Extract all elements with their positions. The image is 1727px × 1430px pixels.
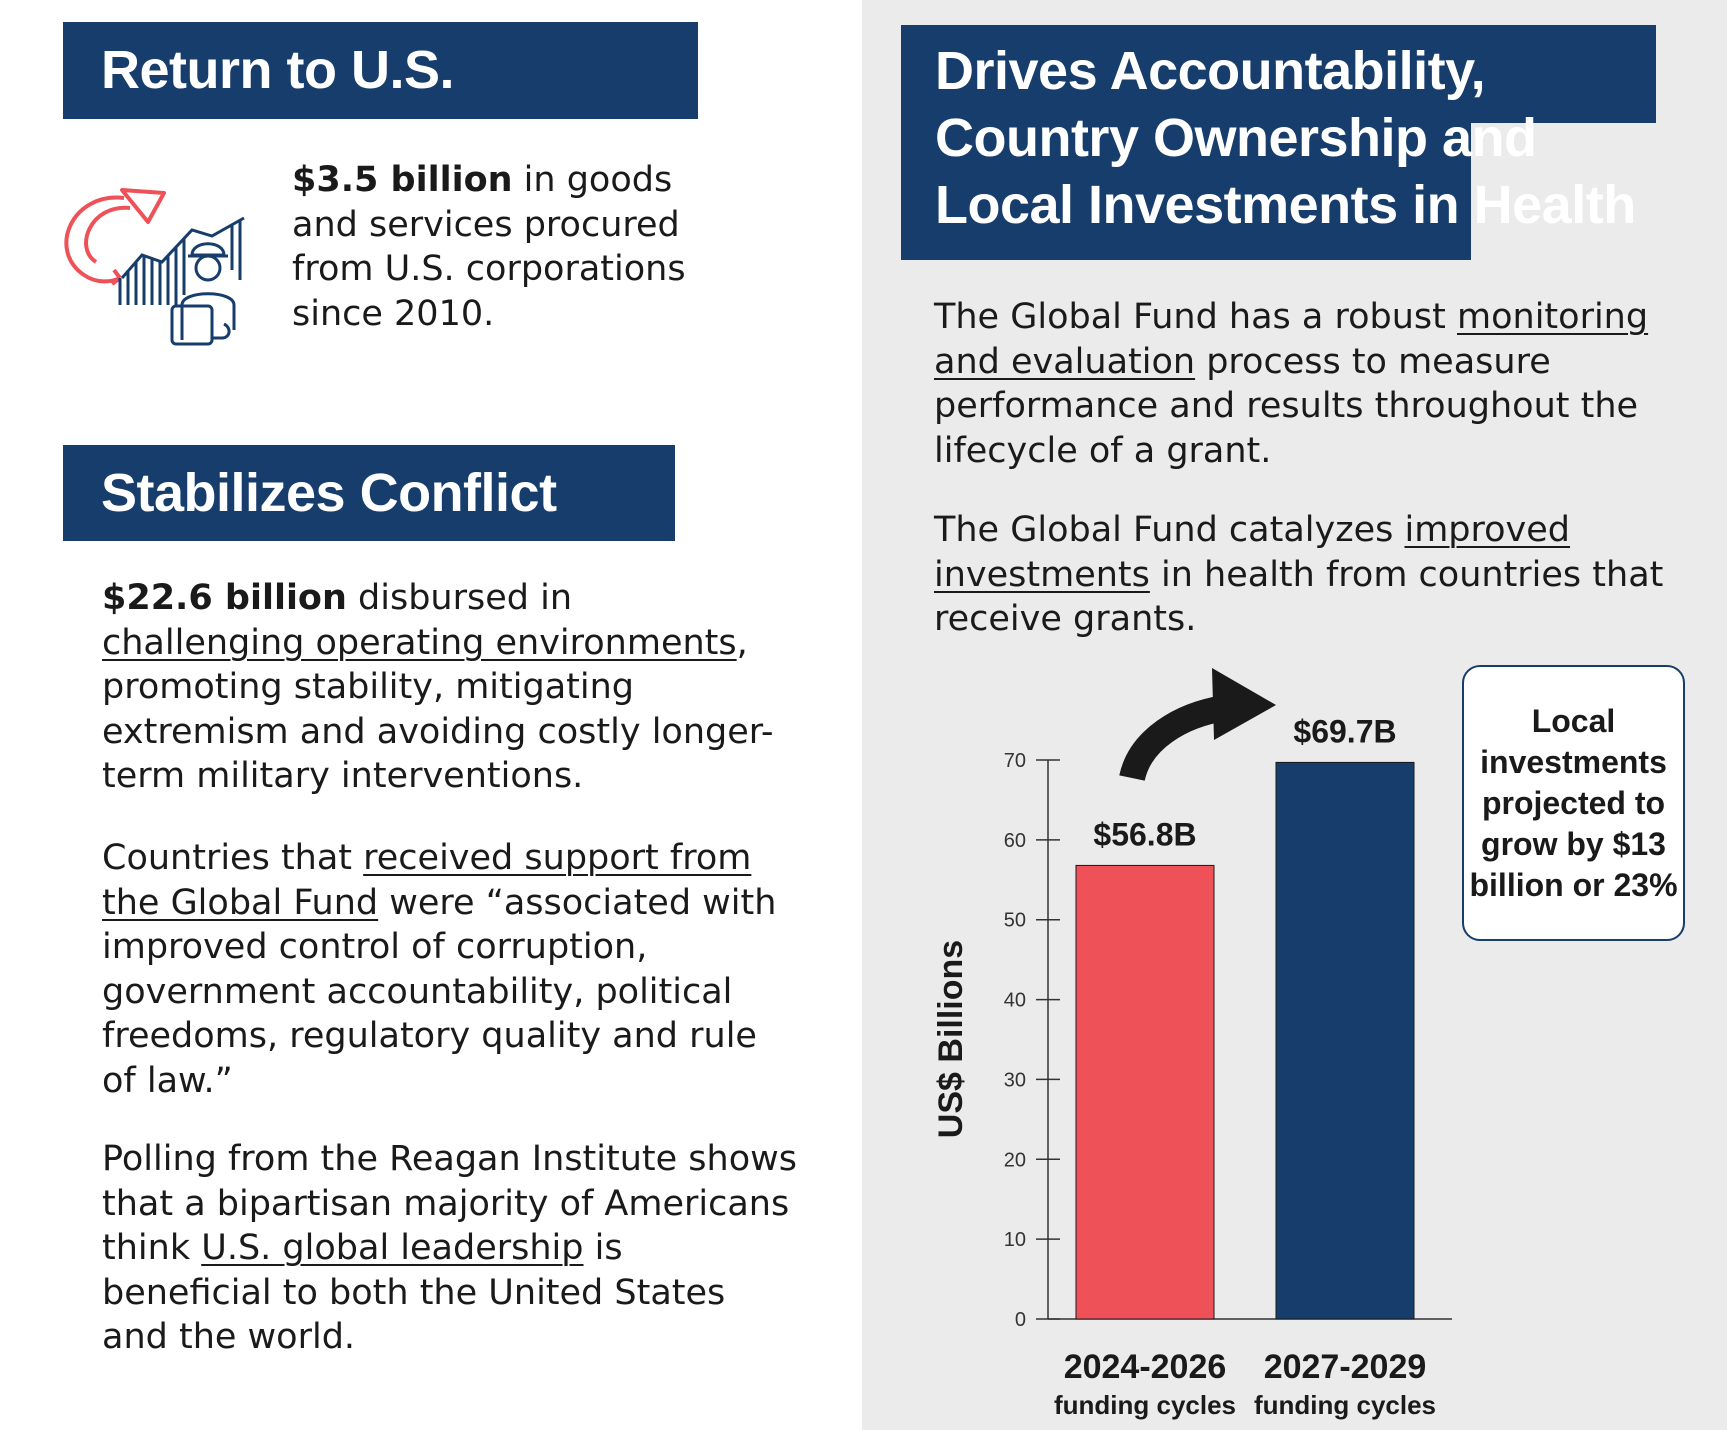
- y-tick-label: 40: [1004, 990, 1026, 1012]
- investment-bar-chart: 0 10 20 30 40 50 60 70 US$ Billions $56.8B 2024-20…: [862, 640, 1462, 1430]
- left-panel: [0, 0, 862, 1430]
- challenging-environments-link[interactable]: challenging operating environments: [102, 622, 737, 663]
- r1-text-b: process to measure performance and resul…: [934, 341, 1639, 471]
- y-tick-label: 50: [1004, 910, 1026, 932]
- y-tick-label: 60: [1004, 830, 1026, 852]
- y-tick-label: 10: [1004, 1229, 1026, 1251]
- conflict-heading: Stabilizes Conflict Zones: [63, 445, 675, 619]
- bar-data-label: $56.8B: [1093, 816, 1196, 852]
- p1-text-b: , promoting stability, mitigating extrem…: [102, 622, 774, 797]
- conflict-paragraph-3: Polling from the Reagan Institute shows …: [102, 1137, 802, 1360]
- monitoring-paragraph: The Global Fund has a robust monitoring …: [934, 295, 1674, 473]
- r2-text-a: The Global Fund catalyzes: [934, 510, 1405, 550]
- businesses-description: in goods and services procured from U.S.…: [292, 160, 686, 334]
- conflict-paragraph-1: $22.6 billion disbursed in challenging o…: [102, 576, 782, 799]
- y-tick-label: 70: [1004, 750, 1026, 772]
- procurement-worker-icon: [52, 170, 257, 355]
- global-leadership-link[interactable]: U.S. global leadership: [201, 1228, 584, 1268]
- x-category-sublabel: funding cycles: [1054, 1390, 1236, 1420]
- p1-text-a: disbursed in: [346, 578, 573, 618]
- callout-box: Local investments projected to grow by $…: [1462, 665, 1685, 941]
- bar-2027-2029: [1275, 761, 1415, 1320]
- growth-arrow-shaft: [1119, 695, 1228, 782]
- businesses-text: $3.5 billion in goods and services procu…: [292, 158, 712, 336]
- y-tick-label: 0: [1015, 1309, 1026, 1331]
- p2-text-b: were “associated with improved control o…: [102, 882, 777, 1101]
- conflict-paragraph-2: Countries that received support from the…: [102, 836, 792, 1103]
- businesses-heading: Return to U.S. Businesses: [63, 22, 698, 197]
- received-support-link[interactable]: received support from the Global Fund: [102, 838, 752, 923]
- y-axis-label: US$ Billions: [932, 940, 970, 1138]
- p3-text-b: is beneficial to both the United States …: [102, 1228, 726, 1357]
- bar-2024-2026: [1075, 864, 1215, 1320]
- r1-text-a: The Global Fund has a robust: [934, 297, 1458, 337]
- conflict-amount: $22.6 billion: [102, 578, 347, 618]
- businesses-amount: $3.5 billion: [292, 160, 513, 200]
- accountability-banner-top: [901, 25, 1656, 123]
- investments-paragraph: The Global Fund catalyzes improved inves…: [934, 508, 1674, 642]
- r2-text-b: in health from countries that receive gr…: [934, 554, 1664, 640]
- callout-text: Local investments projected to grow by $…: [1469, 702, 1678, 903]
- chart-svg: 0 10 20 30 40 50 60 70 US$ Billions $56.8B 2024-20…: [932, 668, 1452, 1420]
- x-category-label: 2024-2026: [1064, 1348, 1227, 1386]
- monitoring-evaluation-link[interactable]: monitoring and evaluation: [934, 297, 1649, 382]
- improved-investments-link[interactable]: improved investments: [934, 510, 1571, 595]
- p3-text-a: Polling from the Reagan Institute shows …: [102, 1139, 797, 1268]
- growth-arrow-head: [1212, 668, 1276, 740]
- accountability-heading: Drives Accountability, Country Ownership…: [935, 41, 1636, 235]
- x-category-sublabel: funding cycles: [1254, 1390, 1436, 1420]
- y-tick-label: 20: [1004, 1149, 1026, 1171]
- x-category-label: 2027-2029: [1264, 1348, 1427, 1386]
- accountability-banner-bottom: [901, 123, 1471, 260]
- p2-text-a: Countries that: [102, 838, 364, 878]
- bar-data-label: $69.7B: [1293, 713, 1396, 749]
- y-tick-label: 30: [1004, 1069, 1026, 1091]
